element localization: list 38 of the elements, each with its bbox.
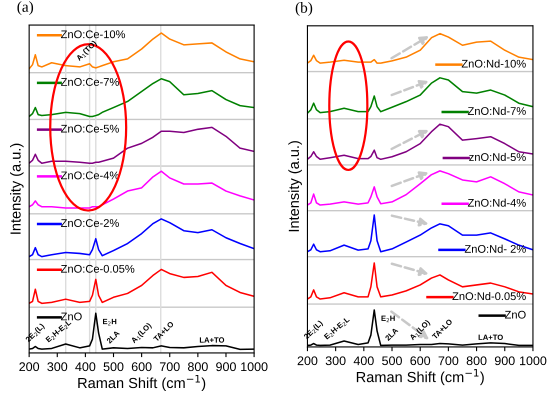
x-tick-label: 400: [354, 356, 374, 366]
x-tick-label: 500: [382, 356, 402, 366]
x-tick-label: 800: [188, 362, 208, 372]
x-tick-label: 300: [326, 356, 346, 366]
legend-label: ZnO:Ce-7%: [60, 78, 119, 86]
legend-label: ZnO:Ce-4%: [60, 171, 119, 180]
legend-label: znO:Nd-5%: [469, 152, 526, 162]
legend-label: ZnO: [60, 312, 82, 320]
x-tick-label: 600: [132, 362, 152, 372]
x-tick-label: 1000: [241, 362, 268, 372]
x-tick-label: 700: [438, 356, 458, 366]
x-axis-title: Raman Shift (cm$^{−1}$): [78, 375, 206, 392]
legend-label: ZnO:Nd-7%: [468, 106, 526, 115]
legend-label: ZnO:Nd-0.05%: [452, 292, 526, 300]
y-axis-title: Intensity (a.u.): [288, 141, 302, 232]
x-tick-label: 700: [160, 362, 180, 372]
chart-title: (a): [17, 1, 34, 16]
x-tick-label: 200: [19, 362, 40, 372]
x-tick-label: 1000: [520, 356, 546, 366]
chart-title: (b): [296, 2, 312, 16]
x-tick-label: 800: [466, 356, 487, 366]
legend-label: ZnO:Ce-5%: [60, 124, 119, 133]
x-tick-label: 300: [47, 362, 68, 372]
x-tick-label: 900: [216, 362, 236, 372]
x-axis-title: Raman Shift (cm$^{−1}$): [356, 369, 484, 386]
legend-label: ZnO:Ce-2%: [60, 219, 119, 227]
legend-label: ZnO:Nd-10%: [462, 59, 526, 68]
legend-label: ZnO:Nd-4%: [468, 198, 526, 207]
y-axis-title: Intensity (a.u.): [10, 144, 24, 234]
legend-label: ZnO:Ce-0.05%: [60, 264, 134, 273]
x-tick-label: 500: [104, 362, 124, 372]
legend-label: ZnO:Ce-10%: [60, 30, 126, 38]
x-tick-label: 900: [494, 356, 515, 366]
legend-label: ZnO: [504, 310, 526, 319]
x-tick-label: 400: [75, 362, 96, 372]
x-tick-label: 600: [410, 356, 430, 366]
x-tick-label: 200: [298, 356, 318, 366]
legend-label: ZnO:Nd- 2%: [464, 244, 526, 253]
